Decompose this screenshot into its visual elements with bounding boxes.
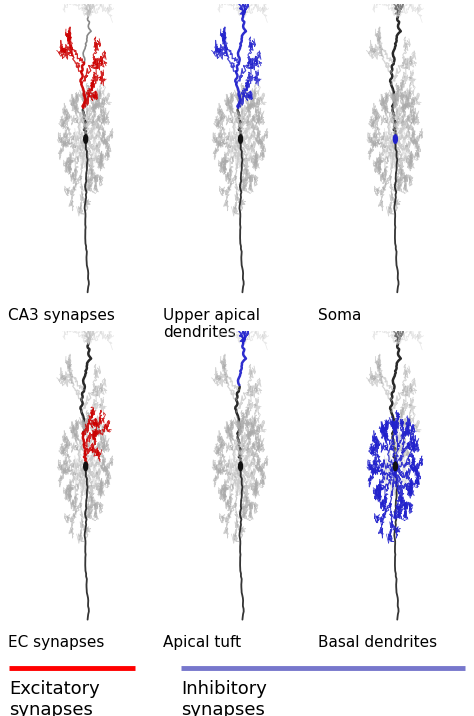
Circle shape <box>393 135 397 143</box>
Text: Soma: Soma <box>318 308 361 323</box>
Text: Excitatory
synapses: Excitatory synapses <box>9 680 100 716</box>
Text: Upper apical
dendrites: Upper apical dendrites <box>163 308 260 340</box>
Circle shape <box>238 462 243 470</box>
Text: Basal dendrites: Basal dendrites <box>318 635 437 650</box>
Text: Inhibitory
synapses: Inhibitory synapses <box>181 680 267 716</box>
Circle shape <box>84 135 88 143</box>
Circle shape <box>238 135 243 143</box>
Circle shape <box>393 462 397 470</box>
Text: Apical tuft: Apical tuft <box>163 635 241 650</box>
Circle shape <box>84 462 88 470</box>
Text: EC synapses: EC synapses <box>8 635 104 650</box>
Text: CA3 synapses: CA3 synapses <box>8 308 115 323</box>
